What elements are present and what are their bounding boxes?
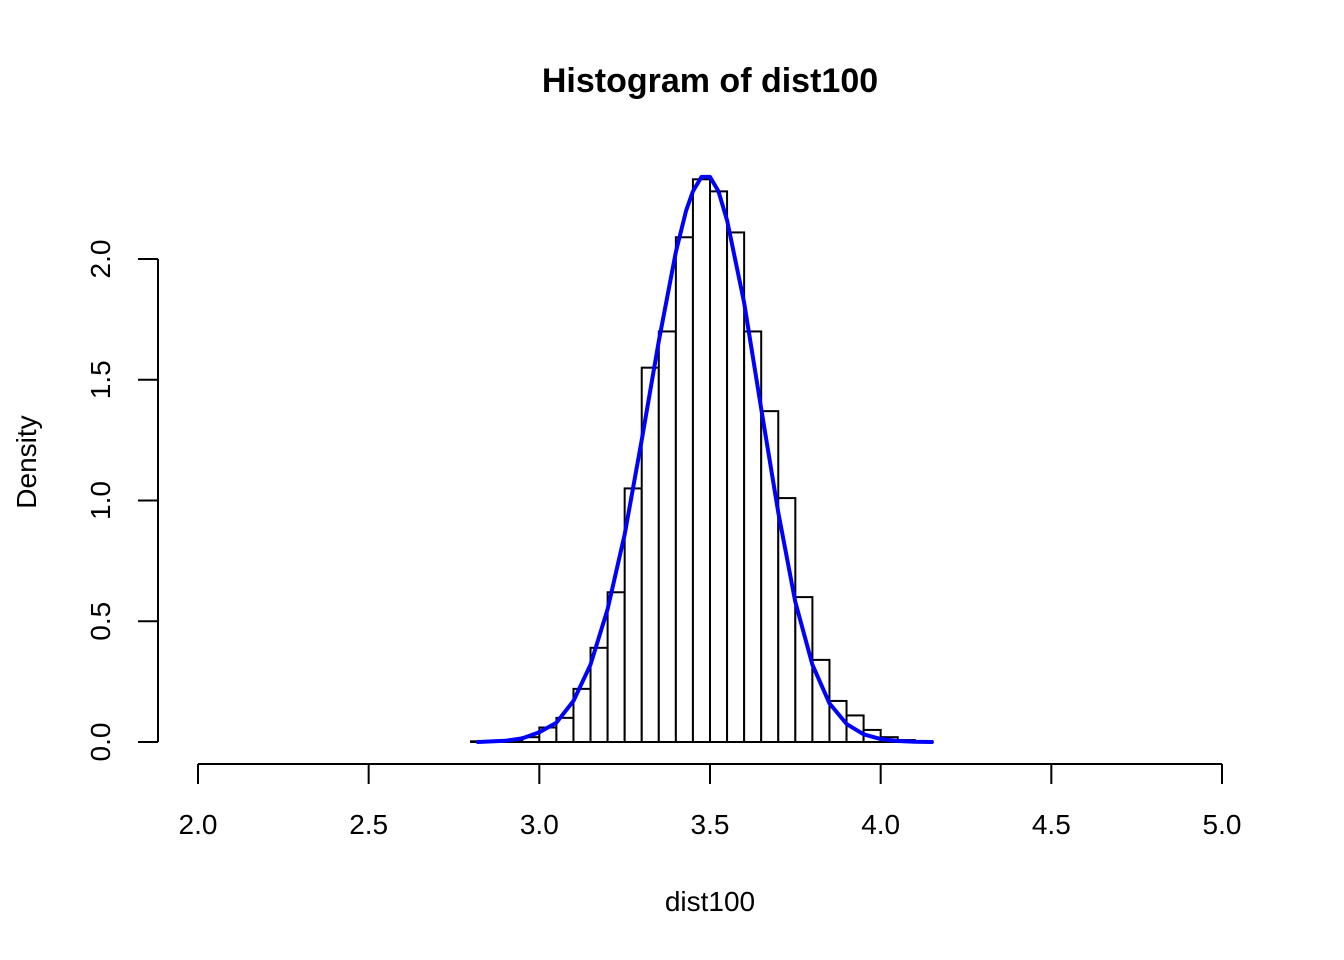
x-tick-label: 3.0 bbox=[520, 809, 559, 840]
y-tick-label: 1.0 bbox=[85, 481, 116, 520]
histogram-bar bbox=[709, 190, 729, 743]
x-tick-label: 4.0 bbox=[861, 809, 900, 840]
y-tick-label: 0.5 bbox=[85, 602, 116, 641]
histogram-bar bbox=[726, 231, 746, 743]
chart-title: Histogram of dist100 bbox=[542, 62, 878, 100]
x-tick-label: 2.0 bbox=[179, 809, 218, 840]
x-tick-label: 2.5 bbox=[349, 809, 388, 840]
y-axis: 0.0 0.5 1.0 1.5 2.0 bbox=[85, 240, 159, 762]
histogram-bars bbox=[470, 178, 933, 744]
y-axis-label: Density bbox=[11, 415, 42, 508]
x-tick-label: 3.5 bbox=[691, 809, 730, 840]
density-curve-line bbox=[475, 174, 934, 744]
x-tick-label: 5.0 bbox=[1203, 809, 1242, 840]
x-axis: 2.0 2.5 3.0 3.5 4.0 4.5 5.0 bbox=[179, 763, 1242, 840]
histogram-bar bbox=[691, 178, 712, 743]
histogram-bar bbox=[674, 236, 694, 743]
x-axis-label: dist100 bbox=[665, 886, 755, 917]
x-tick-label: 4.5 bbox=[1032, 809, 1071, 840]
density-curve bbox=[475, 174, 934, 744]
y-tick-label: 1.5 bbox=[85, 360, 116, 399]
histogram-bar bbox=[657, 330, 677, 743]
y-tick-label: 0.0 bbox=[85, 723, 116, 762]
y-tick-label: 2.0 bbox=[85, 240, 116, 279]
histogram-bar bbox=[606, 591, 626, 744]
